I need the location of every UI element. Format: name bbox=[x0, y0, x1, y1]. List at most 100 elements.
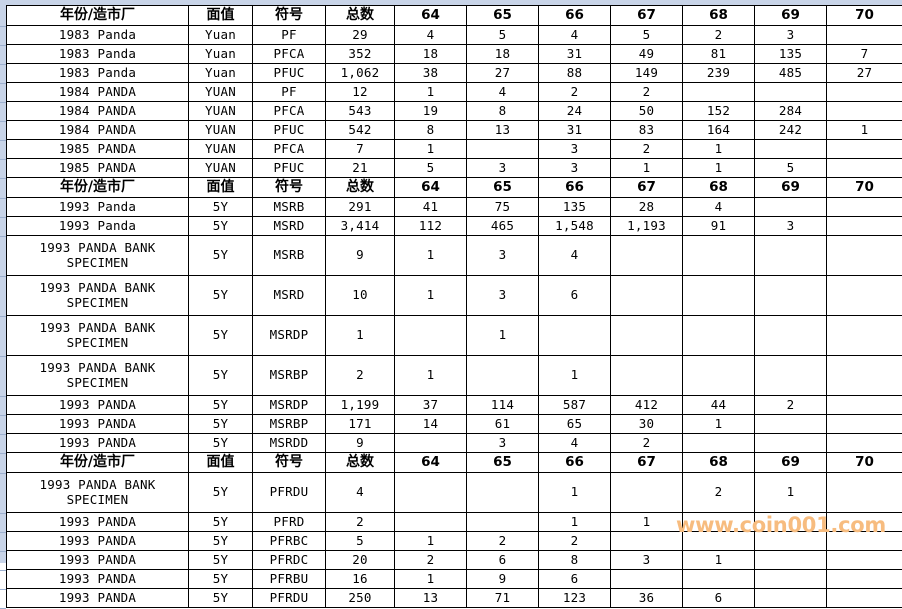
table-cell bbox=[683, 570, 755, 589]
table-cell: 81 bbox=[683, 45, 755, 64]
table-cell: 61 bbox=[467, 415, 539, 434]
table-cell: MSRDP bbox=[253, 316, 326, 356]
row-divider-mark bbox=[0, 453, 6, 454]
table-header-cell: 64 bbox=[395, 6, 467, 26]
table-cell: MSRDP bbox=[253, 396, 326, 415]
table-cell: 30 bbox=[611, 415, 683, 434]
table-cell: 1993 PANDA bbox=[7, 415, 189, 434]
table-cell: 75 bbox=[467, 198, 539, 217]
table-header-cell: 面值 bbox=[189, 6, 253, 26]
table-cell: 3 bbox=[755, 217, 827, 236]
table-cell bbox=[755, 551, 827, 570]
table-cell: PFCA bbox=[253, 45, 326, 64]
table-cell: 3 bbox=[467, 159, 539, 178]
table-cell: 123 bbox=[539, 589, 611, 608]
table-cell: 8 bbox=[539, 551, 611, 570]
table-header-cell: 70 bbox=[827, 6, 902, 26]
row-divider-mark bbox=[0, 589, 6, 590]
table-cell bbox=[827, 473, 902, 513]
table-header-cell: 67 bbox=[611, 178, 683, 198]
table-cell: 50 bbox=[611, 102, 683, 121]
table-cell: MSRBP bbox=[253, 356, 326, 396]
table-cell bbox=[755, 276, 827, 316]
table-cell bbox=[827, 434, 902, 453]
table-header-cell: 69 bbox=[755, 453, 827, 473]
table-cell: 2 bbox=[611, 140, 683, 159]
table-cell bbox=[755, 198, 827, 217]
table-cell: 1 bbox=[395, 276, 467, 316]
table-cell: 1983 Panda bbox=[7, 45, 189, 64]
table-cell: 5Y bbox=[189, 396, 253, 415]
table-cell: 5Y bbox=[189, 198, 253, 217]
table-cell: 44 bbox=[683, 396, 755, 415]
table-cell: PFRDU bbox=[253, 473, 326, 513]
table-cell: 7 bbox=[827, 45, 902, 64]
table-header-cell: 66 bbox=[539, 453, 611, 473]
table-cell bbox=[755, 415, 827, 434]
row-divider-mark bbox=[0, 356, 6, 357]
table-header-cell: 面值 bbox=[189, 178, 253, 198]
table-cell: 542 bbox=[326, 121, 395, 140]
row-divider-mark bbox=[0, 570, 6, 571]
table-cell: 1 bbox=[683, 415, 755, 434]
table-cell: 1 bbox=[827, 121, 902, 140]
table-cell: PF bbox=[253, 83, 326, 102]
table-cell: 1993 PANDA bbox=[7, 396, 189, 415]
table-cell: 49 bbox=[611, 45, 683, 64]
table-cell: 41 bbox=[395, 198, 467, 217]
table-cell: 5Y bbox=[189, 532, 253, 551]
table-cell bbox=[611, 236, 683, 276]
table-cell: 242 bbox=[755, 121, 827, 140]
table-cell bbox=[827, 159, 902, 178]
table-cell: PFRDC bbox=[253, 551, 326, 570]
table-cell: PFRDU bbox=[253, 589, 326, 608]
table-cell: 1984 PANDA bbox=[7, 83, 189, 102]
table-cell: 1 bbox=[683, 551, 755, 570]
table-cell bbox=[827, 589, 902, 608]
table-cell: 71 bbox=[467, 589, 539, 608]
table-cell bbox=[827, 356, 902, 396]
table-cell: 1 bbox=[395, 83, 467, 102]
table-cell: 5 bbox=[611, 26, 683, 45]
table-cell: 5Y bbox=[189, 570, 253, 589]
table-cell: 1993 Panda bbox=[7, 217, 189, 236]
table-cell: 2 bbox=[326, 513, 395, 532]
row-divider-mark bbox=[0, 434, 6, 435]
table-header-cell: 总数 bbox=[326, 453, 395, 473]
row-divider-mark bbox=[0, 532, 6, 533]
table-header-cell: 66 bbox=[539, 6, 611, 26]
table-cell: 9 bbox=[467, 570, 539, 589]
table-cell: 2 bbox=[467, 532, 539, 551]
table-cell: 9 bbox=[326, 236, 395, 276]
table-cell: 2 bbox=[611, 83, 683, 102]
table-cell bbox=[611, 316, 683, 356]
row-divider-mark bbox=[0, 396, 6, 397]
table-cell: 135 bbox=[755, 45, 827, 64]
row-divider-mark bbox=[0, 140, 6, 141]
table-cell: 5 bbox=[467, 26, 539, 45]
table-cell: Yuan bbox=[189, 26, 253, 45]
table-header-cell: 总数 bbox=[326, 178, 395, 198]
table-cell: 19 bbox=[395, 102, 467, 121]
table-cell: 31 bbox=[539, 121, 611, 140]
table-cell: YUAN bbox=[189, 159, 253, 178]
table-cell: 5Y bbox=[189, 276, 253, 316]
table-cell bbox=[827, 83, 902, 102]
table-cell: 1 bbox=[395, 532, 467, 551]
table-header-cell: 67 bbox=[611, 453, 683, 473]
table-cell: MSRD bbox=[253, 276, 326, 316]
table-cell: 13 bbox=[467, 121, 539, 140]
table-cell bbox=[755, 513, 827, 532]
row-divider-mark bbox=[0, 83, 6, 84]
table-cell: 10 bbox=[326, 276, 395, 316]
table-cell bbox=[683, 316, 755, 356]
